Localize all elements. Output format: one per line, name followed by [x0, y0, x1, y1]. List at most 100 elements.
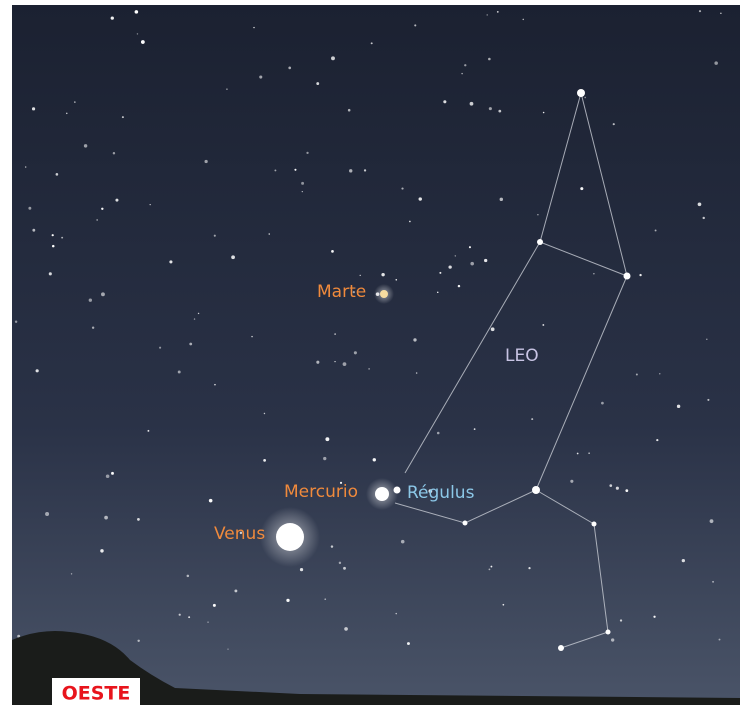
star	[325, 437, 329, 441]
star	[74, 101, 76, 103]
star	[269, 233, 270, 234]
star	[178, 371, 181, 374]
star	[439, 272, 441, 274]
star	[488, 58, 491, 61]
star	[464, 64, 466, 66]
star	[682, 559, 685, 562]
star	[543, 112, 545, 114]
star	[349, 169, 352, 172]
star	[194, 318, 195, 319]
leo-label: LEO	[505, 346, 539, 366]
star	[458, 285, 460, 287]
star	[570, 480, 573, 483]
venus	[276, 523, 304, 551]
star	[32, 107, 35, 110]
star	[620, 619, 622, 621]
star	[469, 246, 471, 248]
star	[656, 439, 658, 441]
star	[150, 204, 151, 205]
star	[401, 540, 405, 544]
star	[489, 107, 492, 110]
star	[639, 274, 641, 276]
star	[101, 208, 103, 210]
star	[502, 604, 504, 606]
star	[104, 516, 108, 520]
star	[92, 327, 94, 329]
star	[498, 110, 501, 113]
star	[653, 616, 655, 618]
star	[334, 361, 335, 362]
star	[409, 221, 411, 223]
star	[528, 567, 530, 569]
sky	[12, 5, 740, 705]
star	[302, 191, 303, 192]
star	[611, 638, 614, 641]
star	[259, 75, 262, 78]
star	[234, 589, 237, 592]
marte-label: Marte	[317, 282, 366, 302]
star	[474, 428, 476, 430]
star	[344, 627, 348, 631]
star	[470, 262, 474, 266]
star	[542, 324, 544, 326]
star	[89, 299, 92, 302]
star	[416, 372, 418, 374]
star	[448, 265, 451, 268]
star	[655, 230, 657, 232]
star	[455, 255, 456, 256]
star	[616, 487, 619, 490]
star	[588, 452, 589, 453]
star	[437, 292, 438, 293]
star	[113, 152, 115, 154]
star	[52, 245, 55, 248]
star	[32, 229, 35, 232]
regulus-label: Régulus	[407, 483, 475, 503]
star	[251, 336, 252, 337]
star	[331, 545, 333, 547]
mercury	[375, 487, 389, 501]
star	[489, 568, 491, 570]
star	[625, 489, 628, 492]
star	[368, 368, 370, 370]
star	[698, 202, 702, 206]
star	[531, 418, 533, 420]
mercurio-label: Mercurio	[284, 482, 358, 502]
star	[334, 333, 335, 334]
star	[371, 42, 373, 44]
star	[703, 217, 705, 219]
star	[226, 88, 228, 90]
star	[395, 279, 397, 281]
star	[45, 512, 49, 516]
star	[66, 113, 67, 114]
star	[331, 56, 335, 60]
star	[189, 343, 192, 346]
star	[414, 24, 416, 26]
star	[264, 413, 265, 414]
star	[111, 17, 114, 20]
star	[577, 453, 579, 455]
star	[227, 648, 228, 649]
star	[339, 562, 341, 564]
star	[712, 581, 714, 583]
star	[36, 369, 39, 372]
star	[288, 67, 291, 70]
star	[497, 11, 499, 13]
star	[470, 102, 474, 106]
star	[159, 347, 161, 349]
star	[636, 373, 638, 375]
mars	[380, 290, 388, 298]
star	[214, 235, 216, 237]
star	[354, 351, 357, 354]
star	[141, 40, 145, 44]
star	[179, 614, 181, 616]
star	[253, 27, 254, 28]
star	[301, 182, 304, 185]
star	[522, 19, 524, 21]
star	[198, 313, 199, 314]
star	[207, 622, 208, 623]
star	[593, 273, 594, 274]
star	[111, 472, 114, 475]
sky-view: Marte Mercurio Régulus Venus LEO OESTE	[0, 0, 746, 711]
star	[710, 519, 714, 523]
star	[491, 327, 495, 331]
